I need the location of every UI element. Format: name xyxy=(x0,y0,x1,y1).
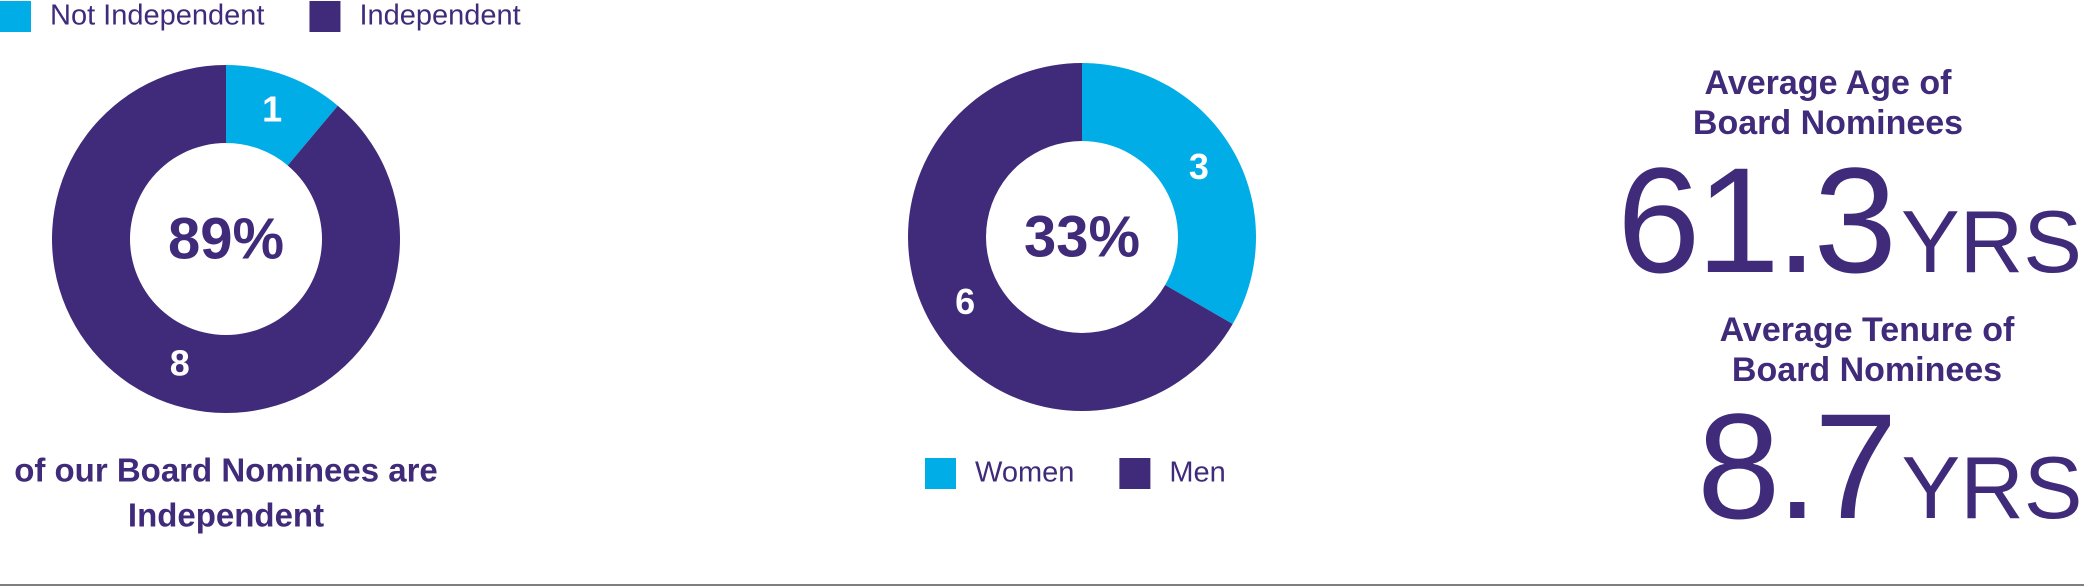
legend-swatch xyxy=(925,458,956,489)
legend-label: Women xyxy=(975,457,1074,489)
stat-unit: YRS xyxy=(1901,192,2082,291)
stat-value: 61.3 xyxy=(1617,136,1893,304)
data-label: 1 xyxy=(262,89,282,130)
donut-slice xyxy=(1082,63,1256,324)
caption: of our Board Nominees are xyxy=(14,452,438,489)
data-label: 8 xyxy=(170,342,190,383)
legend-swatch xyxy=(1119,458,1151,489)
center-label: 89% xyxy=(168,206,284,271)
legend-label: Men xyxy=(1169,457,1225,489)
stat-unit: YRS xyxy=(1902,438,2083,537)
legend-label: Not Independent xyxy=(50,0,264,32)
data-label: 6 xyxy=(955,281,975,322)
stat-label: Board Nominees xyxy=(1693,104,1963,142)
legend-label: Independent xyxy=(359,0,520,32)
stat-label: Board Nominees xyxy=(1732,351,2002,389)
stat-label: Average Tenure of xyxy=(1720,311,2015,349)
data-label: 3 xyxy=(1189,146,1209,187)
center-label: 33% xyxy=(1024,204,1140,269)
caption: Independent xyxy=(128,497,324,534)
legend-swatch xyxy=(309,1,341,32)
donut-slice xyxy=(51,65,400,414)
donut-slice xyxy=(226,65,338,166)
legend-swatch xyxy=(0,1,31,32)
stat-value: 8.7 xyxy=(1697,382,1894,550)
stat-label: Average Age of xyxy=(1705,64,1953,102)
donut-slice xyxy=(907,63,1233,412)
